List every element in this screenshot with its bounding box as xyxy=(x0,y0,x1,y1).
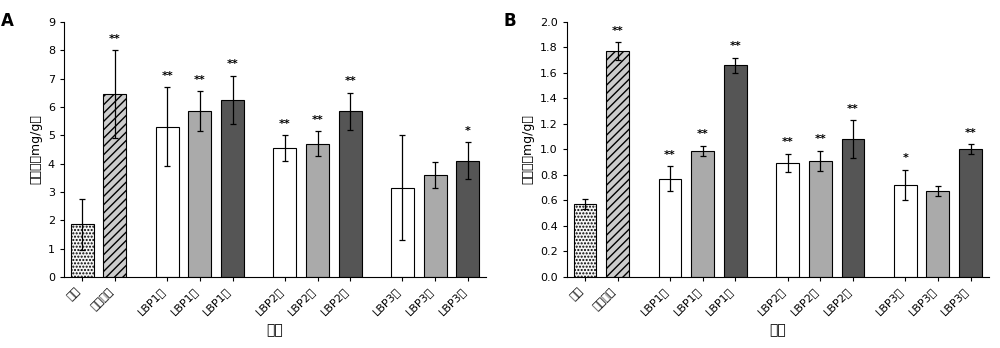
Text: **: ** xyxy=(194,75,206,85)
Text: **: ** xyxy=(612,26,624,36)
Bar xyxy=(103,94,126,277)
Bar xyxy=(188,111,211,277)
Y-axis label: 肝糖原（mg/g）: 肝糖原（mg/g） xyxy=(29,114,42,184)
Bar xyxy=(776,163,799,277)
Text: **: ** xyxy=(227,59,238,69)
Bar xyxy=(424,175,447,277)
Text: A: A xyxy=(1,11,14,30)
Bar xyxy=(391,188,414,277)
Text: **: ** xyxy=(782,137,793,148)
Bar xyxy=(691,151,714,277)
Text: B: B xyxy=(503,11,516,30)
X-axis label: 组别: 组别 xyxy=(769,323,786,337)
Bar xyxy=(809,161,832,277)
Bar xyxy=(842,139,864,277)
X-axis label: 组别: 组别 xyxy=(267,323,283,337)
Bar xyxy=(926,191,949,277)
Bar xyxy=(156,127,179,277)
Bar xyxy=(273,148,296,277)
Text: **: ** xyxy=(109,34,121,44)
Bar xyxy=(71,224,94,277)
Bar xyxy=(659,179,681,277)
Bar xyxy=(724,65,747,277)
Bar xyxy=(339,111,362,277)
Text: **: ** xyxy=(344,76,356,86)
Bar xyxy=(606,51,629,277)
Bar xyxy=(574,204,596,277)
Bar xyxy=(456,161,479,277)
Y-axis label: 肌糖原（mg/g）: 肌糖原（mg/g） xyxy=(521,114,534,184)
Text: **: ** xyxy=(847,104,859,114)
Text: **: ** xyxy=(965,128,976,138)
Bar xyxy=(894,185,917,277)
Text: **: ** xyxy=(697,129,709,139)
Text: **: ** xyxy=(279,119,291,129)
Text: **: ** xyxy=(312,114,323,125)
Text: **: ** xyxy=(814,134,826,144)
Text: **: ** xyxy=(161,71,173,81)
Text: *: * xyxy=(465,126,471,136)
Text: *: * xyxy=(902,153,908,164)
Text: **: ** xyxy=(664,150,676,160)
Bar xyxy=(959,149,982,277)
Bar xyxy=(221,100,244,277)
Bar xyxy=(306,144,329,277)
Text: **: ** xyxy=(729,41,741,51)
